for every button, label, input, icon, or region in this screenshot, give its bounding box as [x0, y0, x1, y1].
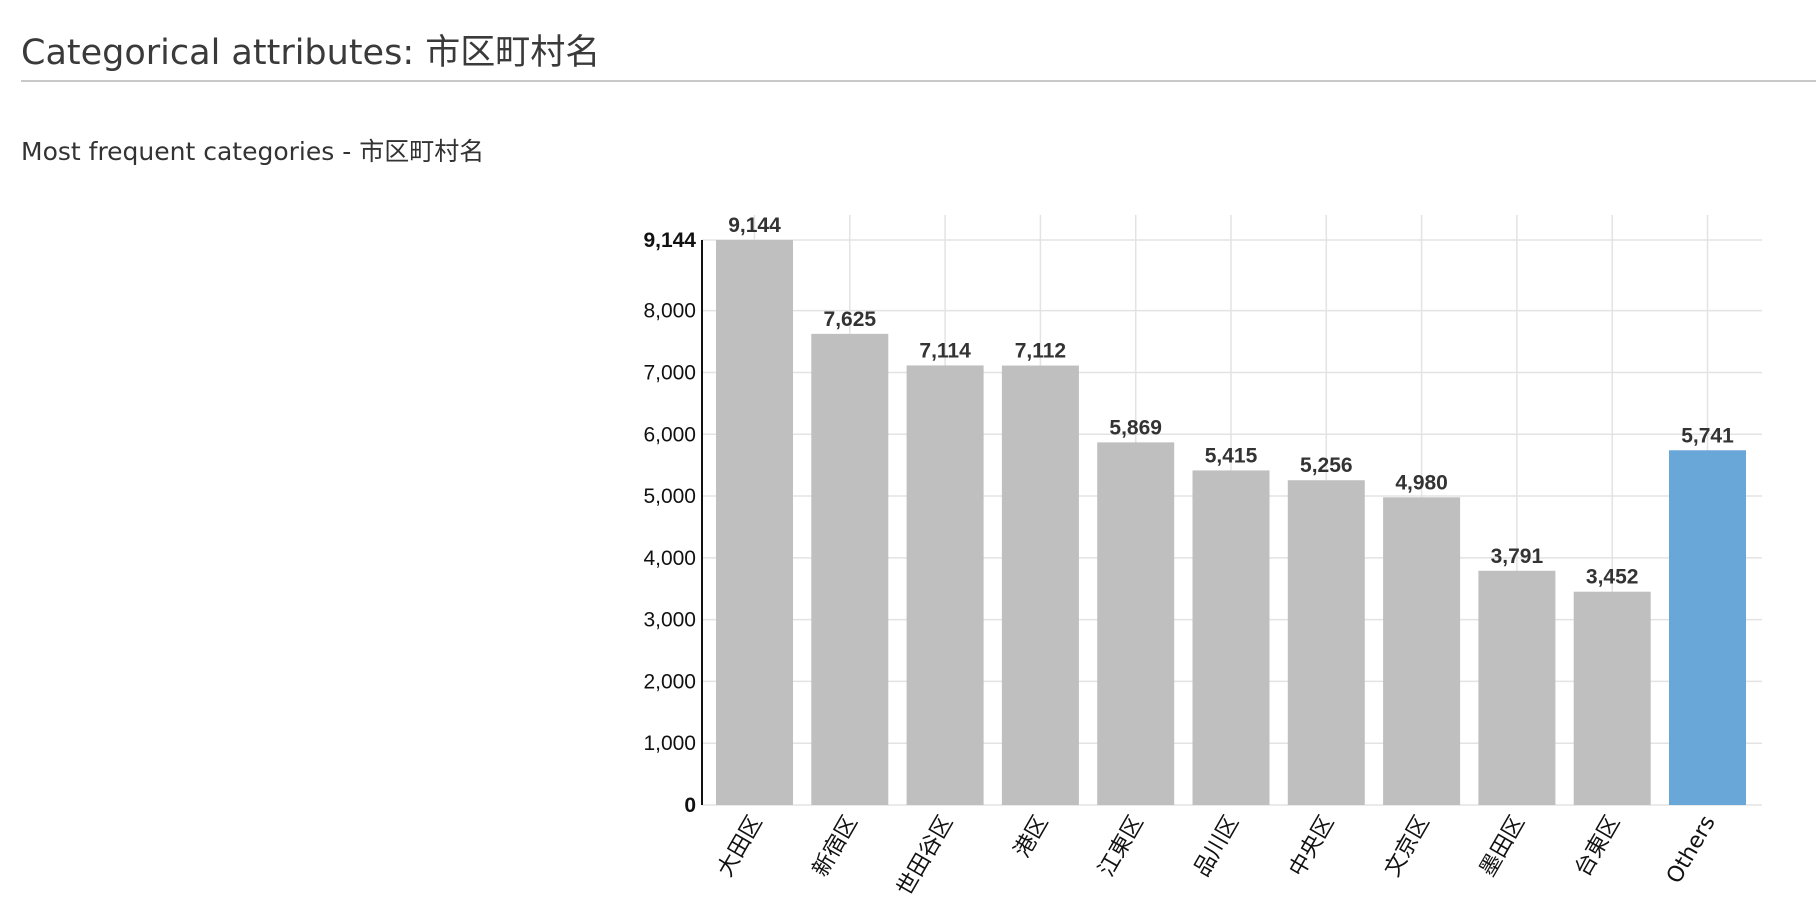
bar-value-label: 5,415 — [1205, 444, 1258, 467]
y-axis-ticks: 0 1,000 2,000 3,000 4,000 5,000 6,000 7,000 8,00… — [643, 229, 696, 817]
category-label: 大田区 — [713, 812, 768, 882]
y-tick-label: 4,000 — [643, 547, 696, 570]
bar — [1001, 365, 1079, 805]
category-label: 江東区 — [1094, 812, 1149, 882]
category-label: 港区 — [1010, 812, 1054, 863]
bar-value-label: 7,625 — [824, 308, 877, 331]
y-tick-label: 5,000 — [643, 485, 696, 508]
bar-value-label: 3,452 — [1586, 566, 1639, 589]
category-label: 新宿区 — [808, 812, 863, 882]
page-header: Categorical attributes: 市区町村名 — [21, 22, 1816, 82]
category-label: 品川区 — [1190, 812, 1245, 882]
value-labels: 9,144 7,625 7,114 7,112 5,869 5,415 5,256 4,980… — [728, 214, 1734, 589]
bar — [716, 240, 793, 805]
bar — [906, 365, 984, 805]
bar — [811, 333, 889, 805]
category-label: 世田谷区 — [893, 812, 959, 901]
bar-value-label: 7,112 — [1015, 340, 1066, 363]
y-tick-label: 9,144 — [643, 229, 696, 252]
bar — [1097, 442, 1175, 805]
category-label: 墨田区 — [1475, 812, 1530, 882]
category-label: 台東区 — [1571, 812, 1626, 882]
y-tick-label: 3,000 — [643, 609, 696, 632]
category-label: 中央区 — [1285, 812, 1340, 882]
category-label: Others — [1662, 812, 1721, 889]
bar-value-label: 4,980 — [1395, 471, 1448, 494]
bar — [1573, 591, 1651, 805]
bar-value-label: 3,791 — [1491, 545, 1544, 568]
y-tick-label: 7,000 — [643, 361, 696, 384]
chart-subtitle: Most frequent categories - 市区町村名 — [21, 137, 485, 166]
bar-value-label: 9,144 — [728, 214, 781, 237]
category-labels: 大田区 新宿区 世田谷区 港区 江東区 品川区 中央区 文京区 墨田区 台東区 Others — [713, 812, 1721, 901]
bar-value-label: 5,869 — [1109, 416, 1162, 439]
bar — [1478, 570, 1556, 805]
bar — [1192, 470, 1270, 805]
y-tick-label: 2,000 — [643, 670, 696, 693]
bar-value-label: 5,741 — [1681, 424, 1734, 447]
page-title: Categorical attributes: 市区町村名 — [21, 33, 601, 73]
y-tick-label: 1,000 — [643, 732, 696, 755]
bar-value-label: 5,256 — [1300, 454, 1353, 477]
y-tick-label: 8,000 — [643, 300, 696, 323]
category-label: 文京区 — [1380, 812, 1435, 882]
bar — [1287, 480, 1365, 805]
bars — [716, 240, 1746, 805]
y-tick-label: 0 — [684, 794, 696, 817]
bar — [1669, 450, 1746, 805]
bar — [1383, 497, 1461, 805]
y-tick-label: 6,000 — [643, 423, 696, 446]
bar-value-label: 7,114 — [919, 339, 971, 362]
